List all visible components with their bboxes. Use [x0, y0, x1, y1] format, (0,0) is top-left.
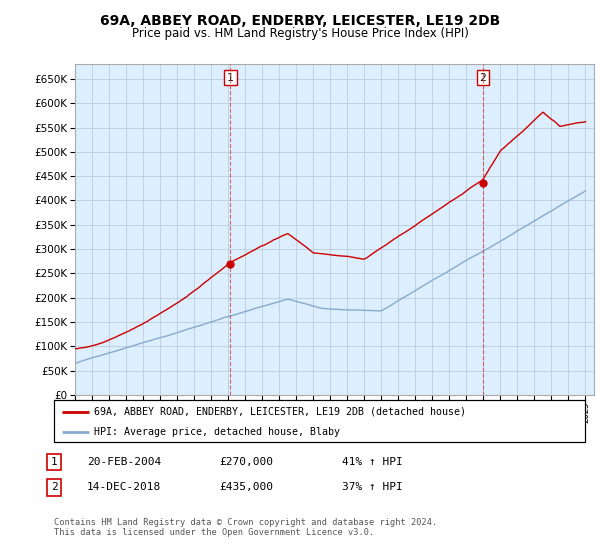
Text: Price paid vs. HM Land Registry's House Price Index (HPI): Price paid vs. HM Land Registry's House … [131, 27, 469, 40]
Text: 1: 1 [50, 457, 58, 467]
Text: 41% ↑ HPI: 41% ↑ HPI [342, 457, 403, 467]
Text: 20-FEB-2004: 20-FEB-2004 [87, 457, 161, 467]
Text: 2: 2 [50, 482, 58, 492]
Text: 37% ↑ HPI: 37% ↑ HPI [342, 482, 403, 492]
Text: 2: 2 [479, 73, 486, 83]
Text: HPI: Average price, detached house, Blaby: HPI: Average price, detached house, Blab… [94, 427, 340, 437]
Text: 69A, ABBEY ROAD, ENDERBY, LEICESTER, LE19 2DB (detached house): 69A, ABBEY ROAD, ENDERBY, LEICESTER, LE1… [94, 407, 466, 417]
Text: 1: 1 [227, 73, 234, 83]
Text: 69A, ABBEY ROAD, ENDERBY, LEICESTER, LE19 2DB: 69A, ABBEY ROAD, ENDERBY, LEICESTER, LE1… [100, 14, 500, 28]
Text: Contains HM Land Registry data © Crown copyright and database right 2024.
This d: Contains HM Land Registry data © Crown c… [54, 518, 437, 538]
Text: £270,000: £270,000 [219, 457, 273, 467]
Text: £435,000: £435,000 [219, 482, 273, 492]
Text: 14-DEC-2018: 14-DEC-2018 [87, 482, 161, 492]
